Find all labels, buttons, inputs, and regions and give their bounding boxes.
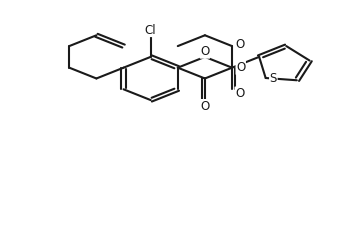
Text: O: O: [236, 61, 245, 74]
Text: O: O: [235, 87, 244, 100]
Text: O: O: [236, 61, 245, 74]
Text: S: S: [270, 72, 277, 84]
Text: O: O: [200, 45, 209, 58]
Text: O: O: [200, 100, 209, 113]
Text: Cl: Cl: [145, 24, 157, 36]
Text: S: S: [270, 72, 277, 84]
Text: O: O: [235, 87, 244, 100]
Text: O: O: [200, 100, 209, 113]
Text: O: O: [200, 45, 209, 58]
Text: Cl: Cl: [145, 24, 157, 36]
Text: O: O: [235, 38, 244, 51]
